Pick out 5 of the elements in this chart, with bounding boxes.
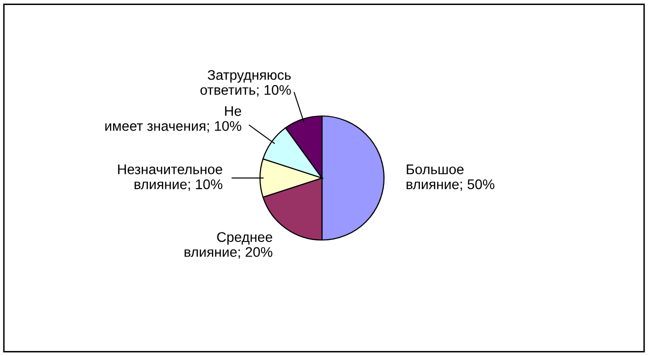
slice-label: Не имеет значения; 10% [105, 106, 242, 133]
slice-label: Затрудняюсь ответить; 10% [200, 70, 291, 97]
slice-label: Незначительное влияние; 10% [118, 164, 222, 191]
slice-label: Большое влияние; 50% [406, 164, 494, 191]
slice-label: Среднее влияние; 20% [184, 232, 272, 259]
